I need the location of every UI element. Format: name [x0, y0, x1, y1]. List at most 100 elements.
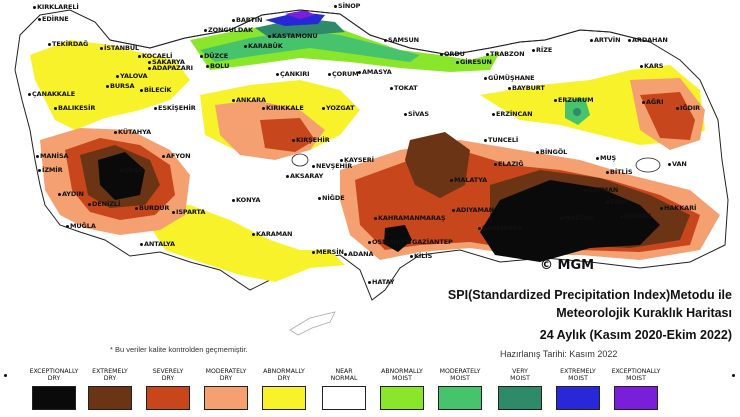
legend: EXCEPTIONALLY DRY EXTREMELY DRY SEVERELY DR…: [0, 368, 740, 417]
city-dot: [114, 130, 117, 134]
legend-near-normal: NEAR NORMAL: [316, 368, 372, 410]
legend-label: DRY: [277, 375, 291, 382]
city-dot: [590, 38, 593, 42]
city-label: KARABÜK: [244, 42, 283, 50]
city-label: MUŞ: [596, 154, 616, 162]
legend-label: MODERATELY: [439, 368, 481, 375]
city-label: SAMSUN: [384, 36, 419, 44]
legend-dot: [4, 374, 7, 377]
legend-swatch: [614, 386, 658, 410]
city-dot: [508, 86, 511, 90]
copyright-mgm: © MGM: [540, 258, 595, 273]
city-label: BURSA: [106, 82, 135, 90]
legend-label: NORMAL: [330, 375, 358, 382]
city-label: KOCAELİ: [138, 52, 172, 60]
legend-label: MOIST: [510, 375, 530, 382]
city-dot: [596, 156, 599, 160]
city-label: ANKARA: [232, 96, 266, 104]
city-label: AKSARAY: [286, 172, 323, 180]
legend-label: DRY: [219, 375, 233, 382]
city-dot: [268, 34, 271, 38]
city-dot: [384, 38, 387, 42]
zone-severely-dry-central: [260, 118, 315, 152]
city-label: KIRŞEHİR: [292, 136, 330, 144]
legend-dot: [732, 374, 735, 377]
zone-exceptionally-dry-maras: [384, 225, 412, 252]
city-dot: [452, 208, 455, 212]
city-label: KAHRAMANMARAŞ: [374, 214, 446, 222]
zone-moist-spot: [573, 108, 581, 116]
city-label: NEVŞEHİR: [312, 162, 352, 170]
legend-extremely-moist: EXTREMELY MOIST: [550, 368, 606, 410]
city-label: YALOVA: [116, 72, 148, 80]
city-dot: [358, 70, 361, 74]
city-dot: [328, 72, 331, 76]
city-label: ÇORUM: [328, 70, 359, 78]
zone-exceptionally-dry-southeast: [480, 180, 660, 262]
legend-swatch: [88, 386, 132, 410]
city-label: ÇANKIRI: [276, 70, 310, 78]
legend-label: SEVERELY: [152, 368, 184, 375]
legend-label: EXCEPTIONALLY: [29, 368, 79, 375]
city-dot: [100, 46, 103, 50]
city-dot: [286, 174, 289, 178]
city-dot: [232, 198, 235, 202]
legend-exceptionally-moist: EXCEPTIONALLY MOIST: [608, 368, 664, 410]
city-dot: [484, 138, 487, 142]
city-label: KARS: [640, 62, 663, 70]
legend-label: MOIST: [450, 375, 470, 382]
map-title-line1: SPI(Standardized Precipitation Index)Met…: [447, 288, 732, 302]
city-label: BARTIN: [232, 16, 262, 24]
city-label: IĞDIR: [676, 104, 700, 112]
city-dot: [232, 98, 235, 102]
city-label: ŞIRNAK: [620, 212, 651, 220]
city-label: KÜTAHYA: [114, 128, 151, 136]
coastline-north: [109, 9, 651, 56]
legend-swatch: [556, 386, 600, 410]
city-label: ARTVİN: [590, 36, 621, 44]
city-dot: [390, 86, 393, 90]
legend-swatch: [380, 386, 424, 410]
city-label: AMASYA: [358, 68, 392, 76]
city-dot: [204, 28, 207, 32]
city-dot: [408, 240, 411, 244]
city-dot: [450, 178, 453, 182]
cyprus: [289, 311, 336, 336]
city-dot: [120, 168, 123, 172]
city-dot: [232, 18, 235, 22]
legend-swatch: [322, 386, 366, 410]
city-dot: [494, 162, 497, 166]
city-dot: [554, 98, 557, 102]
city-label: ESKİŞEHİR: [154, 104, 196, 112]
city-label: MALATYA: [450, 176, 487, 184]
city-label: MERSİN: [312, 248, 344, 256]
legend-moderately-moist: MODERATELY MOIST: [432, 368, 488, 410]
city-label: GİRESUN: [456, 58, 492, 66]
city-dot: [368, 280, 371, 284]
lake-tuz: [291, 153, 309, 167]
city-dot: [38, 17, 41, 21]
city-label: ZONGULDAK: [204, 26, 253, 34]
city-label: RİZE: [532, 46, 552, 54]
city-dot: [54, 106, 57, 110]
city-label: ADANA: [344, 250, 374, 258]
city-dot: [410, 254, 413, 258]
city-label: ERZURUM: [554, 96, 594, 104]
city-label: ARDAHAN: [628, 36, 668, 44]
city-label: ADIYAMAN: [452, 206, 494, 214]
city-dot: [276, 72, 279, 76]
legend-label: EXTREMELY: [560, 368, 596, 375]
city-dot: [606, 170, 609, 174]
city-label: EDİRNE: [38, 15, 69, 23]
city-dot: [138, 54, 141, 58]
city-dot: [154, 106, 157, 110]
zone-moderately-moist-north: [200, 30, 420, 62]
city-dot: [312, 164, 315, 168]
legend-swatch: [32, 386, 76, 410]
map-title-line2: Meteorolojik Kuraklık Haritası: [556, 306, 732, 320]
city-label: ISPARTA: [172, 208, 205, 216]
city-dot: [440, 52, 443, 56]
legend-label: DRY: [103, 375, 117, 382]
city-dot: [140, 88, 143, 92]
city-label: BATMAN: [584, 186, 618, 194]
